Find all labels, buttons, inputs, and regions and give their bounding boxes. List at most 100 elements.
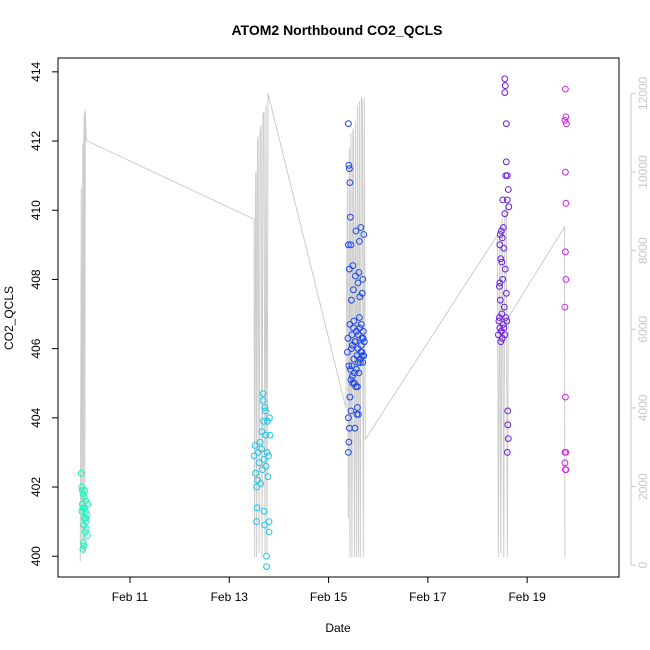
data-point	[257, 480, 265, 488]
data-point	[79, 490, 87, 498]
series-2	[250, 390, 274, 570]
data-point	[345, 120, 352, 128]
data-point	[258, 428, 266, 436]
data-point	[264, 473, 272, 481]
data-point	[345, 449, 352, 456]
data-point	[262, 407, 269, 415]
data-point	[359, 276, 367, 283]
data-point	[344, 334, 352, 342]
x-tick-label: Feb 17	[409, 590, 447, 604]
data-point	[80, 542, 88, 550]
data-point	[502, 172, 510, 180]
data-point	[501, 82, 509, 90]
data-point	[496, 241, 504, 249]
series-3	[344, 120, 368, 456]
data-point	[502, 314, 510, 321]
data-point	[501, 210, 509, 218]
data-point	[82, 514, 90, 522]
data-point	[345, 161, 353, 169]
x-axis-label: Date	[325, 621, 351, 635]
data-point	[496, 279, 504, 287]
data-point	[259, 390, 267, 398]
data-point	[259, 466, 266, 474]
y-axis-label: CO2_QCLS	[2, 286, 16, 350]
data-point	[348, 296, 355, 304]
data-point	[345, 362, 353, 370]
data-point	[498, 334, 506, 342]
data-point	[503, 196, 511, 204]
data-point	[349, 262, 357, 270]
data-point	[497, 338, 505, 346]
data-point	[501, 89, 509, 96]
data-point	[500, 324, 508, 332]
data-point	[562, 113, 570, 121]
data-point	[352, 338, 359, 346]
data-point	[505, 203, 513, 211]
data-point	[345, 438, 353, 446]
data-point	[260, 507, 268, 515]
data-point	[263, 552, 270, 560]
data-point	[349, 372, 356, 380]
data-point	[255, 459, 263, 467]
data-point	[261, 404, 269, 411]
data-point	[348, 331, 356, 339]
x-tick-label: Feb 15	[310, 590, 348, 604]
y2-tick-label: 10000	[636, 155, 650, 189]
data-point	[499, 224, 507, 231]
y2-tick-label: 4000	[636, 394, 650, 421]
data-point	[351, 424, 359, 432]
data-point	[563, 120, 570, 128]
series-1	[77, 469, 92, 553]
data-point	[350, 286, 357, 294]
data-point	[265, 452, 272, 460]
data-point	[501, 75, 509, 83]
data-point	[346, 393, 354, 401]
data-point	[265, 518, 273, 525]
data-point	[561, 303, 569, 311]
data-point	[500, 303, 508, 311]
x-tick-label: Feb 11	[112, 590, 149, 604]
data-point	[352, 227, 360, 235]
y2-tick-label: 8000	[636, 237, 650, 264]
data-point	[355, 411, 362, 418]
data-point	[347, 213, 354, 221]
data-point	[263, 563, 270, 570]
data-point	[497, 255, 505, 263]
data-point	[81, 528, 89, 536]
data-point	[344, 348, 351, 356]
data-point	[83, 511, 91, 519]
data-point	[356, 314, 363, 321]
data-point	[79, 539, 87, 546]
data-point	[82, 497, 90, 505]
data-point	[357, 321, 365, 328]
data-point	[360, 231, 368, 238]
data-point	[263, 449, 271, 456]
data-point	[356, 238, 363, 245]
data-point	[80, 494, 88, 501]
data-point	[250, 452, 258, 460]
data-point	[266, 414, 273, 422]
data-point	[256, 438, 264, 446]
data-point	[495, 331, 502, 339]
data-point	[264, 417, 271, 425]
data-point	[259, 397, 267, 404]
data-point	[347, 407, 355, 415]
data-point	[348, 345, 355, 353]
y2-tick-label: 2000	[636, 473, 650, 500]
data-point	[498, 258, 506, 266]
data-point	[562, 393, 569, 401]
y-tick-label: 414	[29, 61, 43, 81]
data-point	[496, 296, 504, 304]
data-point	[359, 327, 367, 335]
y-tick-label: 402	[29, 477, 43, 497]
data-point	[354, 279, 362, 287]
y-tick-label: 404	[29, 407, 43, 427]
data-point	[504, 435, 512, 443]
data-point	[355, 331, 362, 339]
x-tick-label: Feb 19	[508, 590, 546, 604]
data-point	[350, 317, 358, 325]
data-point	[499, 196, 507, 204]
data-point	[358, 289, 366, 297]
y-tick-label: 408	[29, 269, 43, 289]
